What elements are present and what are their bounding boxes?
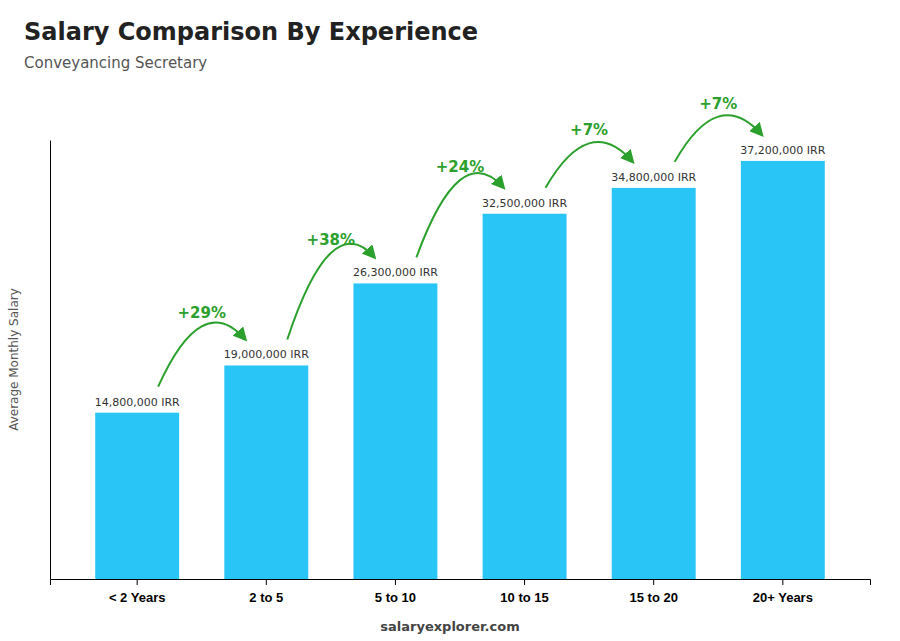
footer: salaryexplorer.com (380, 619, 519, 634)
data-label: 14,800,000 IRR (95, 396, 180, 409)
annotation: +24% (436, 158, 484, 176)
x-tick: < 2 Years (109, 579, 166, 605)
x-tick-label: 20+ Years (753, 590, 813, 605)
data-label: 37,200,000 IRR (740, 144, 825, 157)
change-arrow (546, 142, 633, 188)
title: Salary Comparison By Experience (24, 18, 478, 46)
x-tick-mark (653, 579, 654, 585)
x-tick-label: 2 to 5 (249, 590, 283, 605)
x-tick-mark (782, 579, 783, 585)
annotation: +7% (699, 95, 737, 113)
bar (483, 214, 567, 579)
bar (224, 365, 308, 579)
data-label: 26,300,000 IRR (353, 266, 438, 279)
data-labels: 14,800,000 IRR 19,000,000 IRR 26,300,000 I… (95, 144, 826, 409)
data-label: 34,800,000 IRR (611, 171, 696, 184)
x-tick-label: 10 to 15 (500, 590, 548, 605)
x-tick: 5 to 10 (375, 579, 416, 605)
y-axis (50, 141, 51, 580)
x-tick: 10 to 15 (500, 579, 548, 605)
x-tick-mark (266, 579, 267, 585)
bar (95, 413, 179, 579)
x-axis: < 2 Years 2 to 5 5 to 10 10 to 15 15 to 20 20… (51, 579, 871, 605)
y-axis-line (50, 141, 51, 580)
change-arrow (416, 173, 503, 257)
annotation: +7% (570, 121, 608, 139)
annotation: +29% (177, 304, 225, 322)
bars (95, 161, 825, 579)
x-tick-label: 5 to 10 (375, 590, 416, 605)
x-tick: 20+ Years (753, 579, 813, 605)
data-label: 32,500,000 IRR (482, 197, 567, 210)
x-tick-label: 15 to 20 (629, 590, 677, 605)
change-arrow (675, 115, 762, 162)
x-axis-line (51, 580, 871, 586)
x-tick: 2 to 5 (249, 579, 283, 605)
bar (612, 188, 696, 579)
annotation: +38% (307, 231, 355, 249)
chart: Salary Comparison By Experience Conveyanc… (0, 0, 900, 641)
data-label: 19,000,000 IRR (224, 348, 309, 361)
change-arrow (158, 322, 245, 386)
plot: < 2 Years 2 to 5 5 to 10 10 to 15 15 to 20 20… (51, 95, 871, 606)
x-tick-mark (137, 579, 138, 585)
x-tick: 15 to 20 (629, 579, 677, 605)
x-tick-mark (395, 579, 396, 585)
change-arrow (287, 244, 374, 340)
bar (741, 161, 825, 579)
annotations: +29% +38% +24% +7% +7% (158, 95, 762, 387)
x-tick-label: < 2 Years (109, 590, 166, 605)
subtitle: Conveyancing Secretary (24, 54, 207, 72)
y-axis-title: Average Monthly Salary (7, 288, 21, 431)
bar (353, 283, 437, 579)
x-tick-mark (524, 579, 525, 585)
